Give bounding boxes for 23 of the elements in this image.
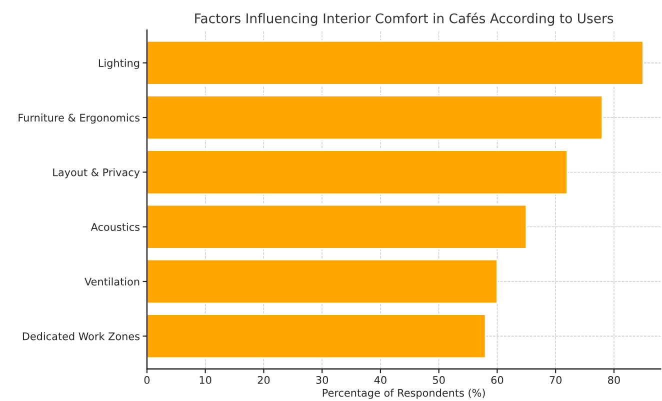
y-tick-label: Dedicated Work Zones bbox=[22, 332, 140, 340]
y-tick-label: Acoustics bbox=[90, 222, 140, 231]
bar bbox=[146, 314, 486, 359]
y-tick-label: Layout & Privacy bbox=[53, 168, 140, 178]
x-tick-label: 20 bbox=[258, 376, 270, 384]
chart-title: Factors Influencing Interior Comfort in Cafés According to Users bbox=[195, 12, 614, 26]
y-tick-label: Furniture & Ergonomics bbox=[18, 114, 140, 124]
x-tick-label: 30 bbox=[316, 376, 328, 384]
bar bbox=[146, 40, 644, 86]
y-tick-label: Ventilation bbox=[84, 278, 140, 286]
x-tick-label: 0 bbox=[144, 376, 150, 384]
x-tick-label: 50 bbox=[433, 376, 445, 384]
x-tick-label: 80 bbox=[608, 376, 620, 384]
x-tick-label: 10 bbox=[200, 376, 212, 384]
bar bbox=[146, 94, 603, 140]
bar bbox=[146, 204, 528, 250]
x-tick-label: 40 bbox=[374, 376, 386, 384]
bar bbox=[146, 258, 498, 304]
y-tick-label: Lighting bbox=[98, 58, 140, 69]
bar bbox=[146, 150, 568, 195]
x-tick-label: 60 bbox=[491, 376, 504, 384]
x-tick-label: 70 bbox=[550, 376, 562, 384]
x-axis-title: Percentage of Respondents (%) bbox=[322, 388, 485, 399]
